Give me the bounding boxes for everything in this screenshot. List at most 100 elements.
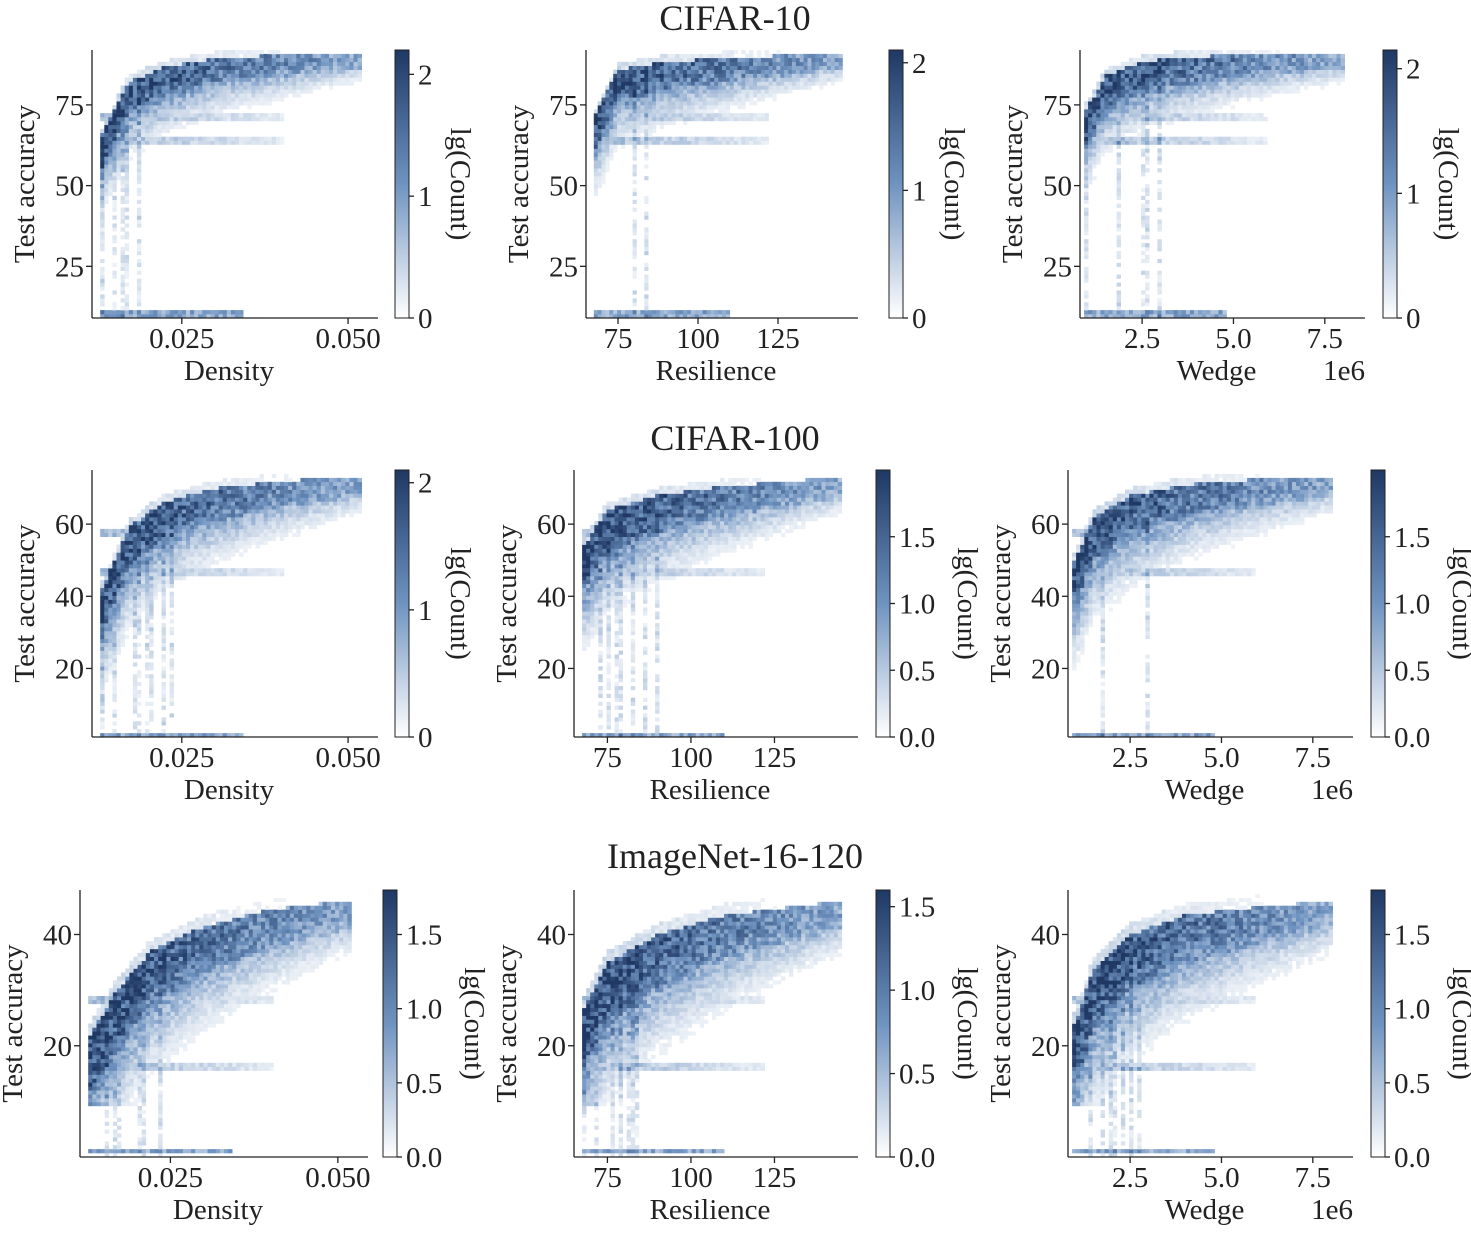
heatmap-cell [120, 631, 125, 636]
heatmap-cell [177, 501, 183, 506]
heatmap-cell [624, 117, 630, 122]
heatmap-cell [120, 603, 125, 608]
heatmap-cell [173, 89, 179, 94]
heatmap-cell [149, 615, 154, 620]
heatmap-cell [100, 282, 105, 287]
heatmap-cell [644, 124, 649, 130]
heatmap-cell [177, 572, 183, 577]
heatmap-cell [177, 124, 183, 130]
heatmap-cell [255, 89, 260, 94]
heatmap-cell [644, 231, 649, 236]
heatmap-cell [617, 85, 622, 90]
heatmap-cell [271, 493, 277, 498]
heatmap-cell [181, 105, 187, 110]
heatmap-cell [1230, 73, 1235, 78]
heatmap-cell [791, 77, 797, 82]
heatmap-cell [104, 591, 109, 596]
heatmap-cell [177, 120, 183, 126]
heatmap-cell [120, 306, 125, 311]
heatmap-cell [161, 85, 166, 90]
heatmap-cell [1189, 105, 1195, 110]
heatmap-cell [1157, 219, 1162, 224]
heatmap-cells [100, 50, 362, 319]
heatmap-cell [177, 532, 183, 537]
heatmap-cell [235, 513, 240, 518]
heatmap-cell [1181, 53, 1187, 59]
heatmap-cell [255, 521, 260, 526]
heatmap-cell [644, 247, 649, 252]
heatmap-cell [145, 654, 150, 659]
heatmap-cell [194, 521, 199, 526]
heatmap-cell [1226, 97, 1231, 102]
heatmap-cell [1173, 117, 1178, 122]
heatmap-cell [100, 191, 105, 197]
heatmap-cell [263, 113, 268, 118]
heatmap-cell [141, 528, 146, 534]
heatmap-cell [741, 97, 746, 102]
heatmap-cell [1169, 69, 1174, 74]
heatmap-cell [259, 81, 264, 86]
heatmap-cell [1088, 109, 1093, 114]
heatmap-cell [190, 81, 195, 86]
heatmap-cell [722, 69, 727, 74]
heatmap-cell [1255, 93, 1260, 98]
heatmap-cell [128, 560, 134, 565]
heatmap-cell [807, 61, 812, 66]
y-axis-label: Test accuracy [997, 104, 1029, 263]
heatmap-cell [263, 53, 268, 59]
heatmap-cell [206, 136, 211, 141]
heatmap-cell [1316, 77, 1321, 82]
heatmap-cell [214, 310, 219, 315]
heatmap-cell [120, 207, 125, 212]
heatmap-cell [815, 69, 820, 74]
y-tick-label: 25 [55, 251, 84, 283]
heatmap-cell [1084, 113, 1089, 118]
heatmap-cell [112, 587, 117, 592]
heatmap-cell [173, 493, 179, 498]
heatmap-cell [243, 69, 248, 74]
heatmap-cell [243, 572, 248, 577]
heatmap-cell [132, 623, 138, 628]
heatmap-cell [186, 564, 191, 569]
heatmap-cell [320, 65, 326, 70]
heatmap-cell [1320, 81, 1325, 86]
heatmap-cell [153, 525, 158, 530]
heatmap-cell [349, 53, 354, 59]
heatmap-cell [149, 509, 154, 514]
heatmap-cell [112, 132, 117, 137]
heatmap-cell [1100, 132, 1105, 137]
heatmap-cell [145, 701, 150, 706]
heatmap-cell [288, 89, 293, 94]
heatmap-cell [741, 81, 746, 86]
heatmap-cell [149, 564, 154, 569]
heatmap-cell [198, 117, 203, 122]
heatmap-cell [218, 109, 224, 114]
heatmap-cell [745, 77, 750, 82]
heatmap-cell [776, 61, 781, 66]
heatmap-cell [811, 57, 816, 63]
heatmap-cell [202, 73, 207, 78]
heatmap-cell [741, 136, 746, 141]
heatmap-cell [1283, 77, 1288, 82]
heatmap-cell [186, 528, 191, 534]
heatmap-cell [124, 572, 130, 577]
heatmap-cell [235, 489, 240, 494]
heatmap-cell [161, 686, 166, 691]
heatmap-cell [165, 85, 170, 90]
heatmap-cell [1116, 290, 1121, 295]
heatmap-cell [815, 57, 820, 63]
heatmap-cell [165, 544, 170, 549]
heatmap-cell [605, 128, 610, 133]
heatmap-cell [149, 132, 154, 137]
heatmap-cell [1324, 61, 1329, 66]
heatmap-cell [745, 117, 750, 122]
heatmap-cell [341, 61, 346, 66]
heatmap-cell [202, 310, 207, 315]
heatmap-cell [1092, 117, 1097, 122]
heatmap-cell [112, 120, 117, 126]
heatmap-cell [1222, 97, 1227, 102]
heatmap-cell [1185, 140, 1191, 145]
heatmap-cell [136, 572, 142, 577]
heatmap-cell [1145, 89, 1150, 94]
heatmap-cell [776, 57, 781, 63]
